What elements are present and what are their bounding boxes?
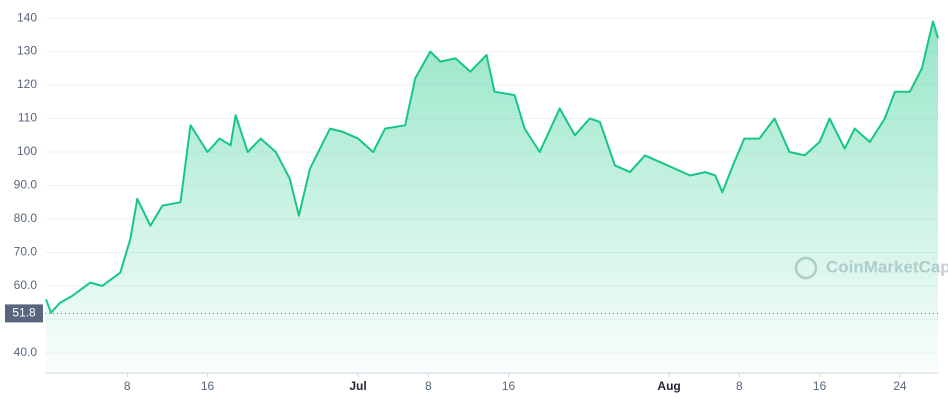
y-tick-label: 60.0 xyxy=(14,278,38,292)
y-tick-label: 90.0 xyxy=(14,178,38,192)
x-tick-label: 8 xyxy=(736,379,743,393)
x-tick-label: 8 xyxy=(124,379,131,393)
baseline-label-box xyxy=(5,304,43,323)
y-tick-label: 140 xyxy=(17,10,37,24)
baseline-label: 51.8 xyxy=(12,306,36,320)
y-tick-label: 80.0 xyxy=(14,211,38,225)
y-tick-label: 120 xyxy=(17,77,37,91)
x-tick-label: 8 xyxy=(425,379,432,393)
x-tick-label: 16 xyxy=(813,379,827,393)
x-tick-label: Jul xyxy=(349,379,366,393)
y-tick-label: 40.0 xyxy=(14,345,38,359)
x-tick-label: 24 xyxy=(893,379,907,393)
y-tick-label: 100 xyxy=(17,144,37,158)
x-tick-label: 16 xyxy=(502,379,516,393)
y-tick-label: 110 xyxy=(18,111,37,125)
y-tick-label: 130 xyxy=(17,44,37,58)
y-tick-label: 70.0 xyxy=(14,245,38,259)
x-tick-label: Aug xyxy=(657,379,680,393)
price-line xyxy=(45,20,939,314)
area xyxy=(46,21,938,374)
x-tick-label: 16 xyxy=(201,379,215,393)
